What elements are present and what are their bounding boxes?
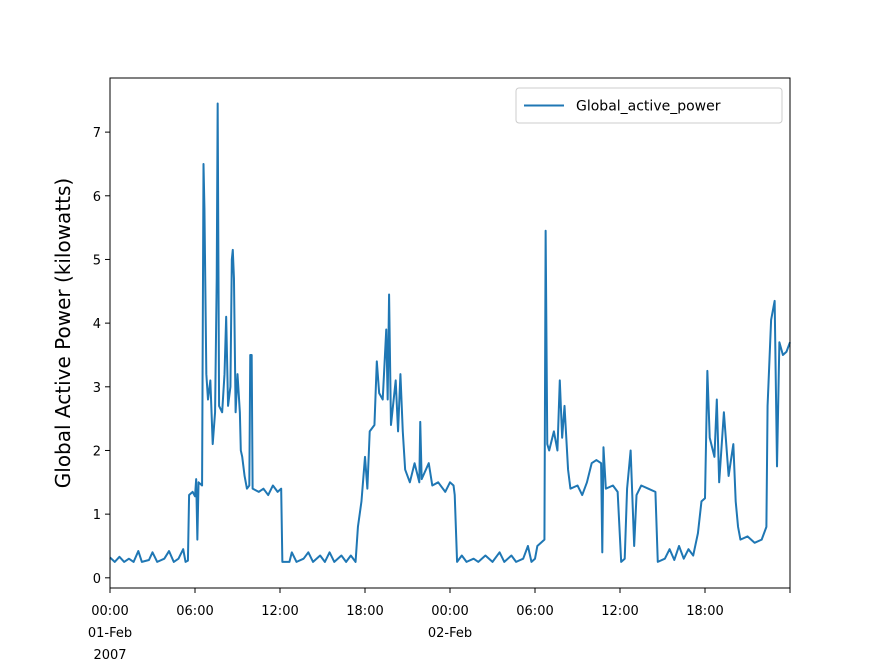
axes-frame [109, 77, 791, 589]
x-tick-label-line: 02-Feb [428, 626, 472, 641]
y-tick-label: 3 [93, 381, 101, 396]
y-tick-label: 5 [93, 253, 101, 268]
x-tick-label: 00:00 01-Feb 2007 [88, 604, 132, 660]
legend-box [515, 87, 783, 124]
x-tick-label-line: 00:00 [431, 604, 468, 619]
x-tick-label: 18:00 [346, 604, 383, 619]
x-tick-label-line: 01-Feb [88, 626, 132, 641]
x-tick-label: 18:00 [686, 604, 723, 619]
x-tick-label: 12:00 [261, 604, 298, 619]
y-tick-label: 1 [93, 508, 101, 523]
data-line [109, 102, 791, 563]
x-tick-label: 06:00 [516, 604, 553, 619]
y-axis-label: Global Active Power (kilowatts) [51, 178, 75, 488]
y-tick-label: 6 [93, 190, 101, 205]
y-tick-label: 0 [93, 572, 101, 587]
x-tick-label: 00:00 02-Feb [428, 604, 472, 641]
x-tick-label-line: 00:00 [91, 604, 128, 619]
x-tick-label-line: 2007 [93, 648, 126, 660]
x-tick-label: 06:00 [176, 604, 213, 619]
y-tick-label: 4 [93, 317, 101, 332]
legend-label: Global_active_power [576, 99, 721, 115]
y-tick-label: 7 [93, 126, 101, 141]
x-tick-label: 12:00 [601, 604, 638, 619]
y-tick-label: 2 [93, 444, 101, 459]
